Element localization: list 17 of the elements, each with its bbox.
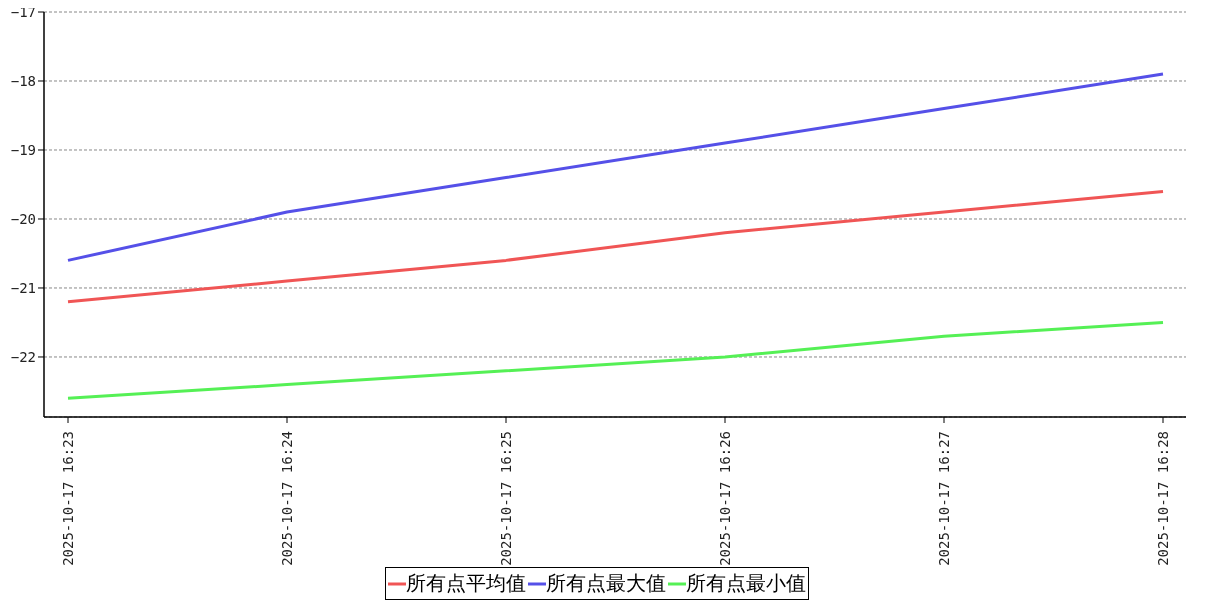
- y-tick-label: −21: [10, 279, 36, 296]
- line-series: [66, 320, 1165, 400]
- x-tick-label: 2025-10-17 16:24: [279, 431, 295, 566]
- legend-label: 所有点平均值: [406, 570, 526, 597]
- x-tick-label: 2025-10-17 16:25: [498, 431, 514, 566]
- line-series: [66, 189, 1165, 304]
- y-tick-label: −19: [10, 141, 36, 158]
- x-tick-label: 2025-10-17 16:23: [60, 431, 76, 566]
- y-tick-label: −20: [10, 210, 36, 227]
- x-tick-label: 2025-10-17 16:28: [1155, 431, 1171, 566]
- y-tick-label: −22: [10, 348, 36, 365]
- x-tick-label: 2025-10-17 16:27: [936, 431, 952, 566]
- legend-label: 所有点最小值: [686, 570, 806, 597]
- y-tick-label: −18: [10, 72, 36, 89]
- legend-label: 所有点最大值: [546, 570, 666, 597]
- line-series: [66, 72, 1165, 262]
- x-tick-label: 2025-10-17 16:26: [717, 431, 733, 566]
